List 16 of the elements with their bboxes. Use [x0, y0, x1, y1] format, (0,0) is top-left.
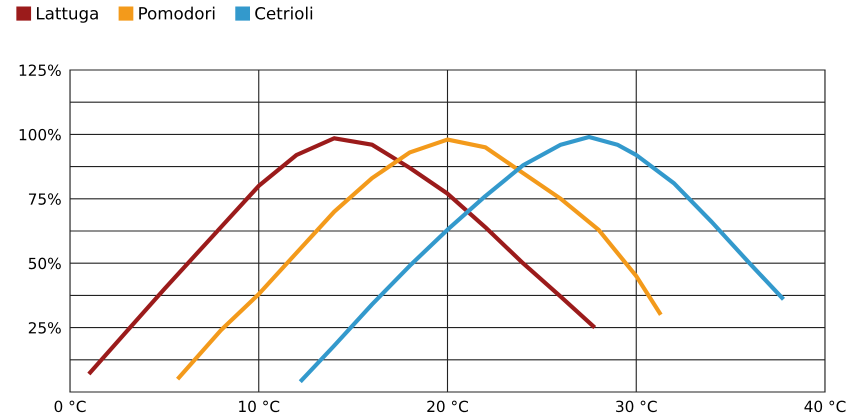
line-series [298, 134, 786, 384]
x-tick-label: 0 °C [54, 400, 86, 412]
x-tick-label: 10 °C [239, 400, 280, 412]
y-tick-label: 25% [28, 322, 61, 334]
legend-label: Pomodori [139, 6, 214, 20]
x-tick-label: 30 °C [616, 400, 657, 412]
x-tick-label: 20 °C [427, 400, 468, 412]
legend-label: Lattuga [37, 7, 98, 23]
y-tick-label: 50% [28, 258, 61, 270]
line-series [176, 137, 663, 382]
y-tick-label: 100% [20, 128, 61, 140]
y-tick-label: 75% [28, 193, 61, 205]
line-series [86, 136, 597, 376]
y-tick-label: 125% [20, 64, 61, 76]
x-tick-label: 40 °C [804, 400, 846, 412]
legend-label: Cetrioli [255, 6, 312, 20]
